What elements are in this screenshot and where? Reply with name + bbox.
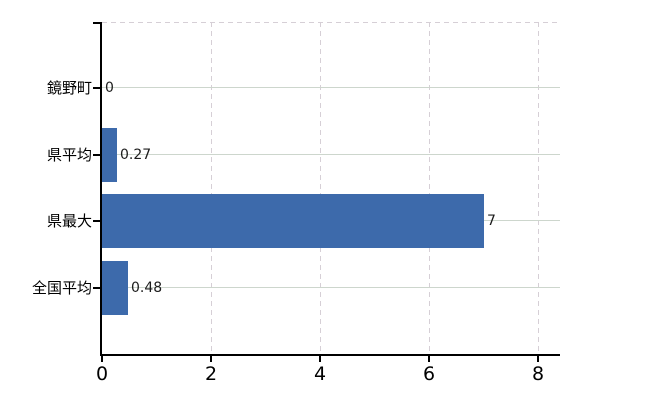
plot-top-border	[102, 22, 560, 23]
y-axis-tick	[93, 87, 102, 89]
x-axis-tick	[428, 356, 430, 362]
category-label: 県最大	[46, 212, 92, 230]
x-axis	[100, 354, 560, 356]
x-gridline	[538, 22, 539, 354]
y-gridline	[102, 154, 560, 155]
value-label: 0.27	[120, 147, 152, 163]
category-label: 鏡野町	[46, 79, 92, 97]
bar	[102, 261, 128, 315]
x-gridline	[429, 22, 430, 354]
x-tick-label: 2	[204, 363, 218, 385]
value-label: 0	[105, 80, 114, 96]
bar	[102, 128, 117, 182]
category-label: 全国平均	[31, 279, 92, 297]
x-axis-tick	[319, 356, 321, 362]
x-tick-label: 6	[422, 363, 436, 385]
category-label: 県平均	[46, 146, 92, 164]
y-axis-tick	[93, 287, 102, 289]
y-gridline	[102, 87, 560, 88]
y-axis-tick	[93, 154, 102, 156]
x-axis-tick	[101, 356, 103, 362]
x-tick-label: 0	[95, 363, 109, 385]
y-axis-top-tick	[93, 22, 102, 24]
x-tick-label: 4	[313, 363, 327, 385]
value-label: 0.48	[131, 280, 163, 296]
x-gridline	[320, 22, 321, 354]
x-axis-tick	[537, 356, 539, 362]
y-axis	[100, 22, 102, 356]
y-gridline	[102, 287, 560, 288]
x-axis-tick	[210, 356, 212, 362]
bar	[102, 194, 484, 248]
value-label: 7	[487, 213, 496, 229]
x-gridline	[211, 22, 212, 354]
y-axis-tick	[93, 220, 102, 222]
x-tick-label: 8	[531, 363, 545, 385]
